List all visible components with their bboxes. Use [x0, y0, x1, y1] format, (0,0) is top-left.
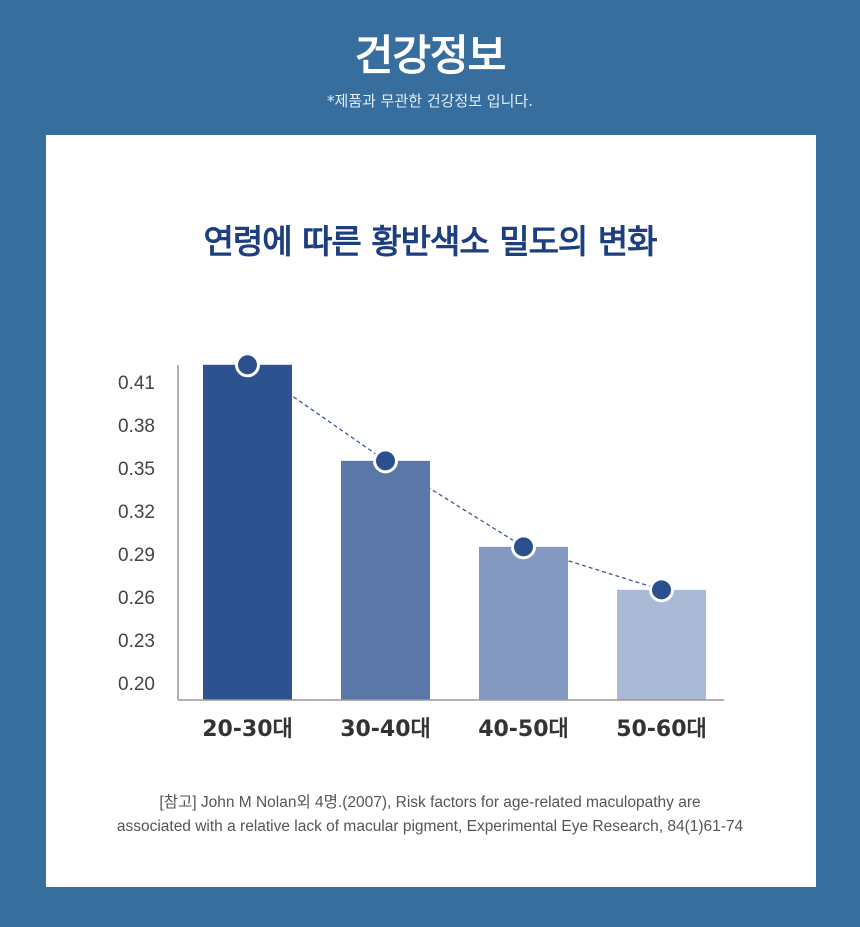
content-card	[46, 135, 816, 887]
bar-30-40대	[341, 460, 430, 700]
x-tick-label: 30-40대	[340, 717, 431, 742]
reference-note: [참고] John M Nolan외 4명.(2007), Risk facto…	[0, 791, 860, 839]
y-tick-label: 0.23	[118, 631, 155, 652]
y-tick-label: 0.38	[118, 416, 155, 437]
header-subtitle: *제품과 무관한 건강정보 입니다.	[327, 92, 533, 110]
bar-20-30대	[203, 364, 292, 700]
y-tick-label: 0.20	[118, 674, 155, 695]
data-point-marker	[649, 577, 674, 603]
trend-line	[247, 364, 662, 591]
data-point-marker	[511, 534, 536, 560]
reference-line-2: associated with a relative lack of macul…	[116, 818, 744, 835]
data-point-marker	[235, 352, 260, 378]
x-tick-label: 20-30대	[202, 717, 293, 742]
y-tick-label: 0.26	[118, 588, 155, 609]
header-title: 건강정보	[354, 31, 507, 80]
bar-50-60대	[617, 589, 706, 700]
y-tick-label: 0.29	[118, 545, 155, 566]
reference-line-1: [참고] John M Nolan외 4명.(2007), Risk facto…	[159, 794, 701, 811]
y-tick-label: 0.41	[118, 373, 155, 394]
data-point-marker	[373, 448, 398, 474]
chart-title: 연령에 따른 황반색소 밀도의 변화	[203, 222, 658, 261]
x-tick-label: 50-60대	[616, 717, 707, 742]
y-tick-label: 0.32	[118, 502, 155, 523]
bar-40-50대	[479, 546, 568, 700]
x-tick-label: 40-50대	[478, 717, 569, 742]
y-tick-label: 0.35	[118, 459, 155, 480]
